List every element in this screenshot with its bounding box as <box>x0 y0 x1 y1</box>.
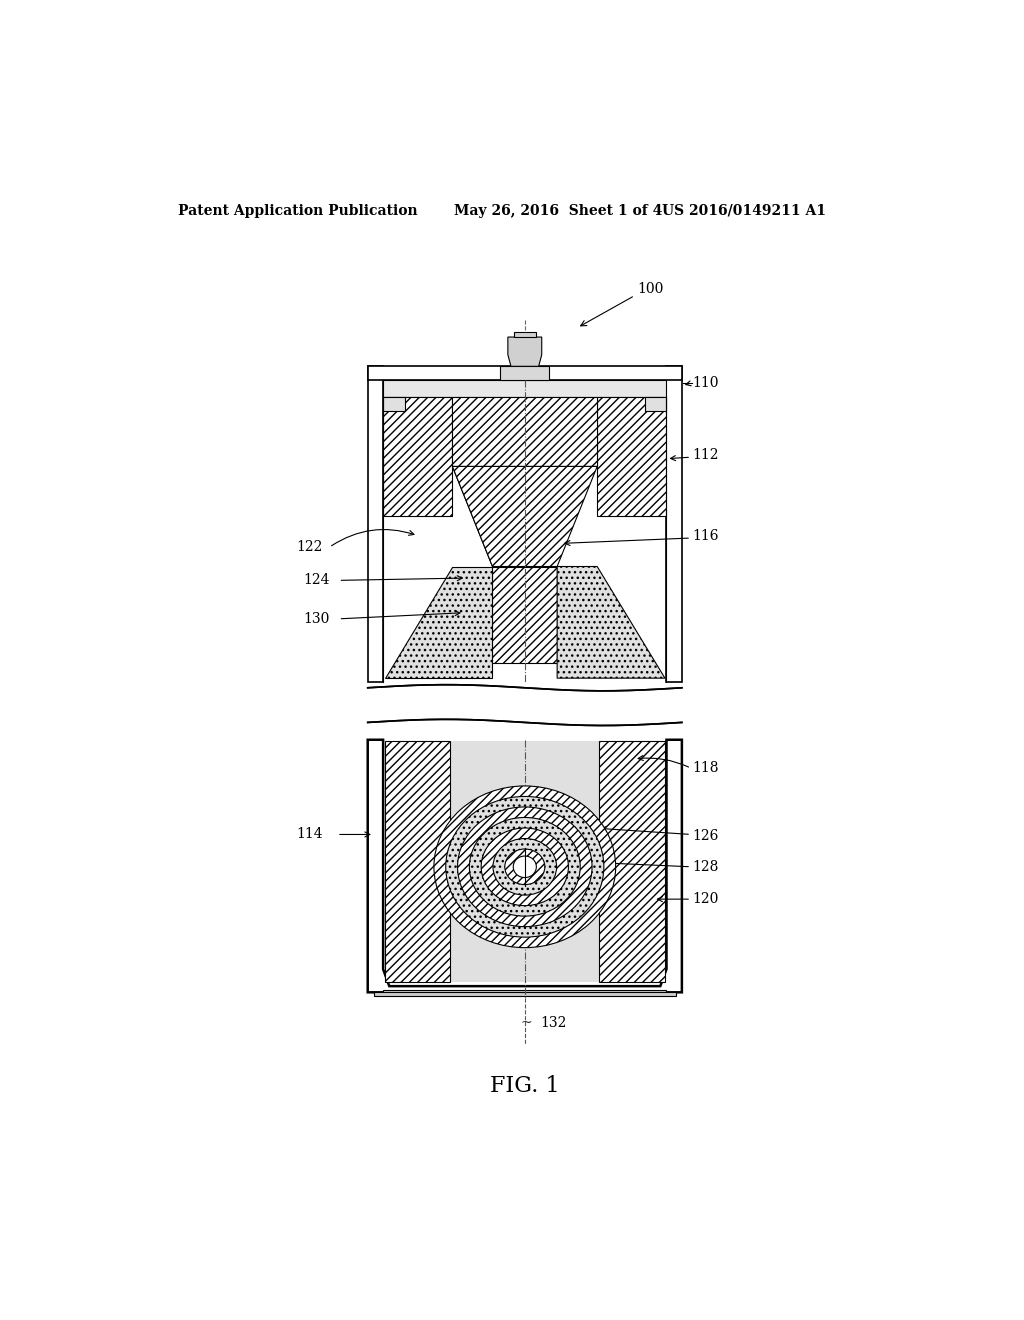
Ellipse shape <box>458 807 592 927</box>
Polygon shape <box>453 397 597 466</box>
Polygon shape <box>597 397 667 516</box>
Polygon shape <box>514 331 536 337</box>
Text: 130: 130 <box>304 612 330 626</box>
Text: ~: ~ <box>521 1016 532 1030</box>
Ellipse shape <box>493 838 557 895</box>
Bar <box>368 684 682 726</box>
Text: 110: 110 <box>692 376 719 391</box>
Polygon shape <box>385 566 493 678</box>
Polygon shape <box>508 337 542 367</box>
Text: FIG. 1: FIG. 1 <box>490 1076 559 1097</box>
Polygon shape <box>557 566 665 678</box>
Polygon shape <box>383 397 404 411</box>
Ellipse shape <box>445 796 604 937</box>
Text: 112: 112 <box>692 447 719 462</box>
Text: 128: 128 <box>692 859 719 874</box>
Text: US 2016/0149211 A1: US 2016/0149211 A1 <box>662 203 826 218</box>
Polygon shape <box>385 742 665 982</box>
Text: 100: 100 <box>637 282 664 296</box>
Polygon shape <box>453 466 493 566</box>
Polygon shape <box>368 367 682 380</box>
Ellipse shape <box>505 849 545 884</box>
Text: 118: 118 <box>692 762 719 775</box>
Polygon shape <box>383 990 667 994</box>
Polygon shape <box>645 397 667 411</box>
Polygon shape <box>385 742 451 982</box>
Text: 132: 132 <box>541 1016 566 1030</box>
Ellipse shape <box>469 817 581 916</box>
Text: 120: 120 <box>692 892 719 906</box>
Text: 122: 122 <box>296 540 323 554</box>
Polygon shape <box>493 566 557 663</box>
Polygon shape <box>453 466 597 566</box>
Text: 116: 116 <box>692 529 719 543</box>
Polygon shape <box>500 367 550 380</box>
Text: May 26, 2016  Sheet 1 of 4: May 26, 2016 Sheet 1 of 4 <box>454 203 663 218</box>
Polygon shape <box>599 742 665 982</box>
Polygon shape <box>383 397 453 516</box>
Ellipse shape <box>434 785 615 948</box>
Text: Patent Application Publication: Patent Application Publication <box>178 203 418 218</box>
Ellipse shape <box>481 828 568 906</box>
Text: 124: 124 <box>304 573 331 587</box>
Polygon shape <box>368 367 383 682</box>
Text: 114: 114 <box>296 828 323 841</box>
Polygon shape <box>383 380 667 397</box>
Polygon shape <box>374 993 676 997</box>
Polygon shape <box>667 367 682 682</box>
Polygon shape <box>368 739 682 993</box>
Ellipse shape <box>513 857 537 878</box>
Text: 126: 126 <box>692 829 719 843</box>
